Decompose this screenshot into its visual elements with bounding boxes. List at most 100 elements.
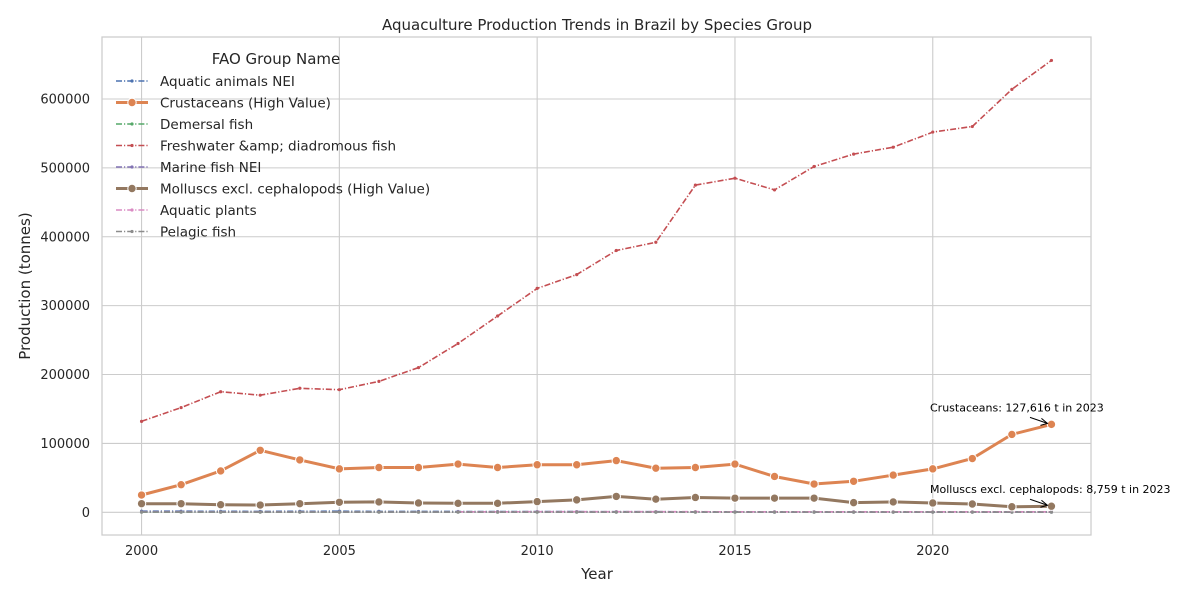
- data-point: [931, 510, 935, 514]
- legend-swatch-marker: [127, 183, 137, 194]
- legend-item: Crustaceans (High Value): [116, 96, 331, 112]
- data-point: [928, 464, 938, 474]
- data-point: [416, 510, 421, 514]
- data-point: [255, 445, 265, 455]
- x-tick-label: 2015: [718, 544, 751, 559]
- legend-item: Pelagic fish: [116, 225, 236, 241]
- data-point: [532, 460, 542, 470]
- data-point: [848, 497, 859, 508]
- data-point: [611, 491, 621, 502]
- x-tick-label: 2005: [323, 544, 356, 559]
- data-point: [809, 479, 819, 489]
- data-point: [456, 341, 460, 346]
- data-point: [295, 455, 305, 465]
- data-point: [848, 476, 859, 486]
- data-point: [693, 183, 698, 187]
- data-point: [730, 459, 740, 469]
- data-point: [651, 463, 661, 473]
- data-point: [614, 248, 618, 253]
- legend-swatch-marker: [130, 79, 134, 83]
- y-axis-ticks: 0 100000 200000 300000 400000 500000 600000: [40, 92, 90, 520]
- series-line: [141, 494, 1052, 509]
- data-point: [334, 497, 345, 507]
- legend-title: FAO Group Name: [212, 50, 341, 68]
- data-point: [967, 499, 978, 509]
- data-point: [377, 379, 381, 383]
- legend-item: Aquatic plants: [116, 203, 257, 219]
- y-tick-label: 600000: [40, 92, 90, 107]
- series-3: [139, 58, 1054, 423]
- data-point: [967, 453, 978, 464]
- data-point: [219, 390, 223, 394]
- legend-swatch-marker: [130, 229, 134, 234]
- plot-area: [101, 36, 1092, 536]
- data-point: [928, 498, 938, 508]
- legend-item: Marine fish NEI: [116, 160, 261, 176]
- data-point: [337, 388, 341, 392]
- data-point: [295, 498, 305, 509]
- data-point: [970, 510, 974, 514]
- data-point: [572, 495, 582, 505]
- data-point: [219, 510, 223, 514]
- legend-item: Freshwater &amp; diadromous fish: [116, 139, 396, 155]
- data-point: [374, 462, 384, 473]
- series-7: [139, 510, 1054, 514]
- legend-item: Demersal fish: [116, 117, 253, 133]
- annotation-arrow-head: [1040, 499, 1049, 508]
- data-point: [374, 497, 384, 507]
- data-point: [535, 286, 539, 291]
- data-point: [809, 493, 819, 503]
- x-tick-label: 2000: [125, 544, 158, 559]
- series-layer: [136, 58, 1057, 514]
- legend: FAO Group Name Aquatic animals NEI Crustac…: [116, 50, 430, 241]
- data-point: [298, 386, 302, 390]
- x-axis-ticks: 2000 2005 2010 2015 2020: [125, 544, 949, 559]
- y-axis-label: Production (tonnes): [16, 212, 34, 359]
- data-point: [1010, 87, 1014, 91]
- data-point: [337, 510, 341, 514]
- x-tick-label: 2010: [521, 544, 554, 559]
- x-tick-label: 2020: [916, 544, 949, 559]
- data-point: [1049, 510, 1054, 514]
- data-point: [891, 510, 895, 514]
- legend-label: Freshwater &amp; diadromous fish: [160, 139, 396, 155]
- data-point: [654, 240, 658, 244]
- data-point: [1007, 429, 1017, 440]
- data-point: [215, 499, 226, 510]
- legend-label: Crustaceans (High Value): [160, 96, 331, 112]
- data-point: [733, 510, 737, 514]
- data-point: [176, 480, 186, 490]
- annotations-layer: Crustaceans: 127,616 t in 2023 Molluscs e…: [930, 401, 1171, 508]
- annotation-arrow: [1029, 416, 1048, 424]
- legend-label: Demersal fish: [160, 117, 253, 133]
- data-point: [139, 419, 144, 423]
- data-point: [453, 459, 463, 469]
- data-point: [730, 493, 740, 503]
- data-point: [1046, 501, 1057, 511]
- x-axis-label: Year: [580, 565, 614, 583]
- data-point: [693, 510, 698, 514]
- legend-swatch-marker: [130, 208, 134, 212]
- data-point: [456, 510, 460, 514]
- data-point: [258, 393, 262, 397]
- data-point: [258, 510, 262, 514]
- chart-title: Aquaculture Production Trends in Brazil …: [382, 16, 812, 34]
- data-point: [176, 498, 186, 509]
- data-point: [179, 405, 183, 410]
- data-point: [690, 492, 701, 503]
- data-point: [888, 497, 898, 507]
- data-point: [572, 460, 582, 470]
- series-line: [141, 59, 1052, 423]
- data-point: [1007, 502, 1017, 512]
- legend-swatch-marker: [130, 165, 134, 169]
- data-point: [298, 510, 302, 514]
- data-point: [453, 498, 463, 509]
- data-point: [931, 130, 935, 134]
- legend-label: Aquatic plants: [160, 203, 257, 219]
- data-point: [413, 498, 424, 508]
- data-point: [769, 493, 780, 503]
- data-point: [377, 510, 381, 514]
- legend-item: Aquatic animals NEI: [116, 74, 295, 90]
- annotation-text: Molluscs excl. cephalopods: 8,759 t in 2…: [930, 483, 1171, 496]
